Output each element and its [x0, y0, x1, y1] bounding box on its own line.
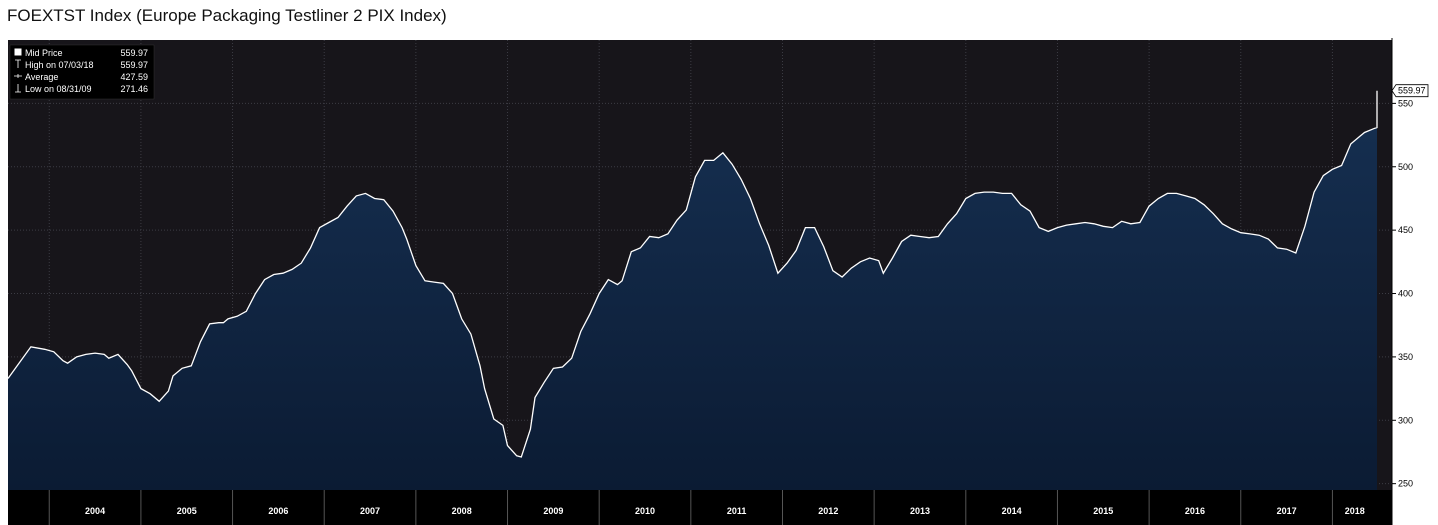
legend-value: 559.97 — [120, 60, 148, 70]
area-swatch-icon — [14, 48, 22, 56]
last-value-text: 559.97 — [1398, 86, 1426, 96]
legend-label: Mid Price — [25, 48, 63, 58]
legend-value: 271.46 — [120, 84, 148, 94]
x-axis-ticks: 2004 2005 2006 2007 2008 2009 2010 2011 2012 2013… — [48, 490, 1365, 525]
high-marker-icon — [15, 59, 21, 68]
y-tick-label: 250 — [1398, 479, 1413, 489]
x-tick-label: 2005 — [177, 506, 197, 516]
legend-value: 427.59 — [120, 72, 148, 82]
x-tick-label: 2009 — [543, 506, 563, 516]
y-tick-label: 300 — [1398, 415, 1413, 425]
x-tick-label: 2017 — [1277, 506, 1297, 516]
x-tick-label: 2016 — [1185, 506, 1205, 516]
price-line — [7, 90, 1378, 458]
x-tick-label: 2018 — [1345, 506, 1365, 516]
legend-label: Average — [25, 72, 58, 82]
chart-title: FOEXTST Index (Europe Packaging Testline… — [7, 6, 447, 25]
x-tick-label: 2007 — [360, 506, 380, 516]
x-tick-label: 2010 — [635, 506, 655, 516]
y-tick-label: 550 — [1398, 98, 1413, 108]
low-marker-icon — [15, 84, 21, 93]
legend-label: Low on 08/31/09 — [25, 84, 92, 94]
x-tick-label: 2006 — [268, 506, 288, 516]
chart-legend: Mid Price 559.97 High on 07/03/18 559.97 Ave… — [9, 44, 155, 100]
x-tick-label: 2013 — [910, 506, 930, 516]
x-tick-label: 2014 — [1002, 506, 1022, 516]
average-marker-icon — [14, 74, 22, 78]
y-tick-label: 500 — [1398, 162, 1413, 172]
last-value-tag — [1391, 84, 1429, 98]
x-tick-label: 2015 — [1093, 506, 1113, 516]
legend-row: Mid Price 559.97 — [14, 48, 148, 58]
legend-label: High on 07/03/18 — [25, 60, 94, 70]
x-tick-label: 2004 — [85, 506, 105, 516]
price-chart: 2004 2005 2006 2007 2008 2009 2010 2011 2012 2013… — [7, 38, 1429, 525]
price-area — [8, 90, 1377, 490]
x-tick-label: 2012 — [818, 506, 838, 516]
x-axis-bar — [8, 490, 1392, 525]
y-axis: 250 300 350 400 450 500 550 — [1391, 38, 1413, 525]
legend-box — [9, 44, 155, 100]
y-tick-label: 400 — [1398, 289, 1413, 299]
legend-row: High on 07/03/18 559.97 — [15, 59, 148, 70]
y-tick-label: 350 — [1398, 352, 1413, 362]
legend-value: 559.97 — [120, 48, 148, 58]
y-tick-label: 450 — [1398, 225, 1413, 235]
last-value-label: 559.97 — [1391, 84, 1429, 98]
x-tick-label: 2008 — [452, 506, 472, 516]
x-tick-label: 2011 — [727, 506, 747, 516]
legend-row: Average 427.59 — [14, 72, 148, 82]
legend-row: Low on 08/31/09 271.46 — [15, 84, 148, 94]
chart-area: 2004 2005 2006 2007 2008 2009 2010 2011 2012 2013… — [0, 38, 1438, 525]
